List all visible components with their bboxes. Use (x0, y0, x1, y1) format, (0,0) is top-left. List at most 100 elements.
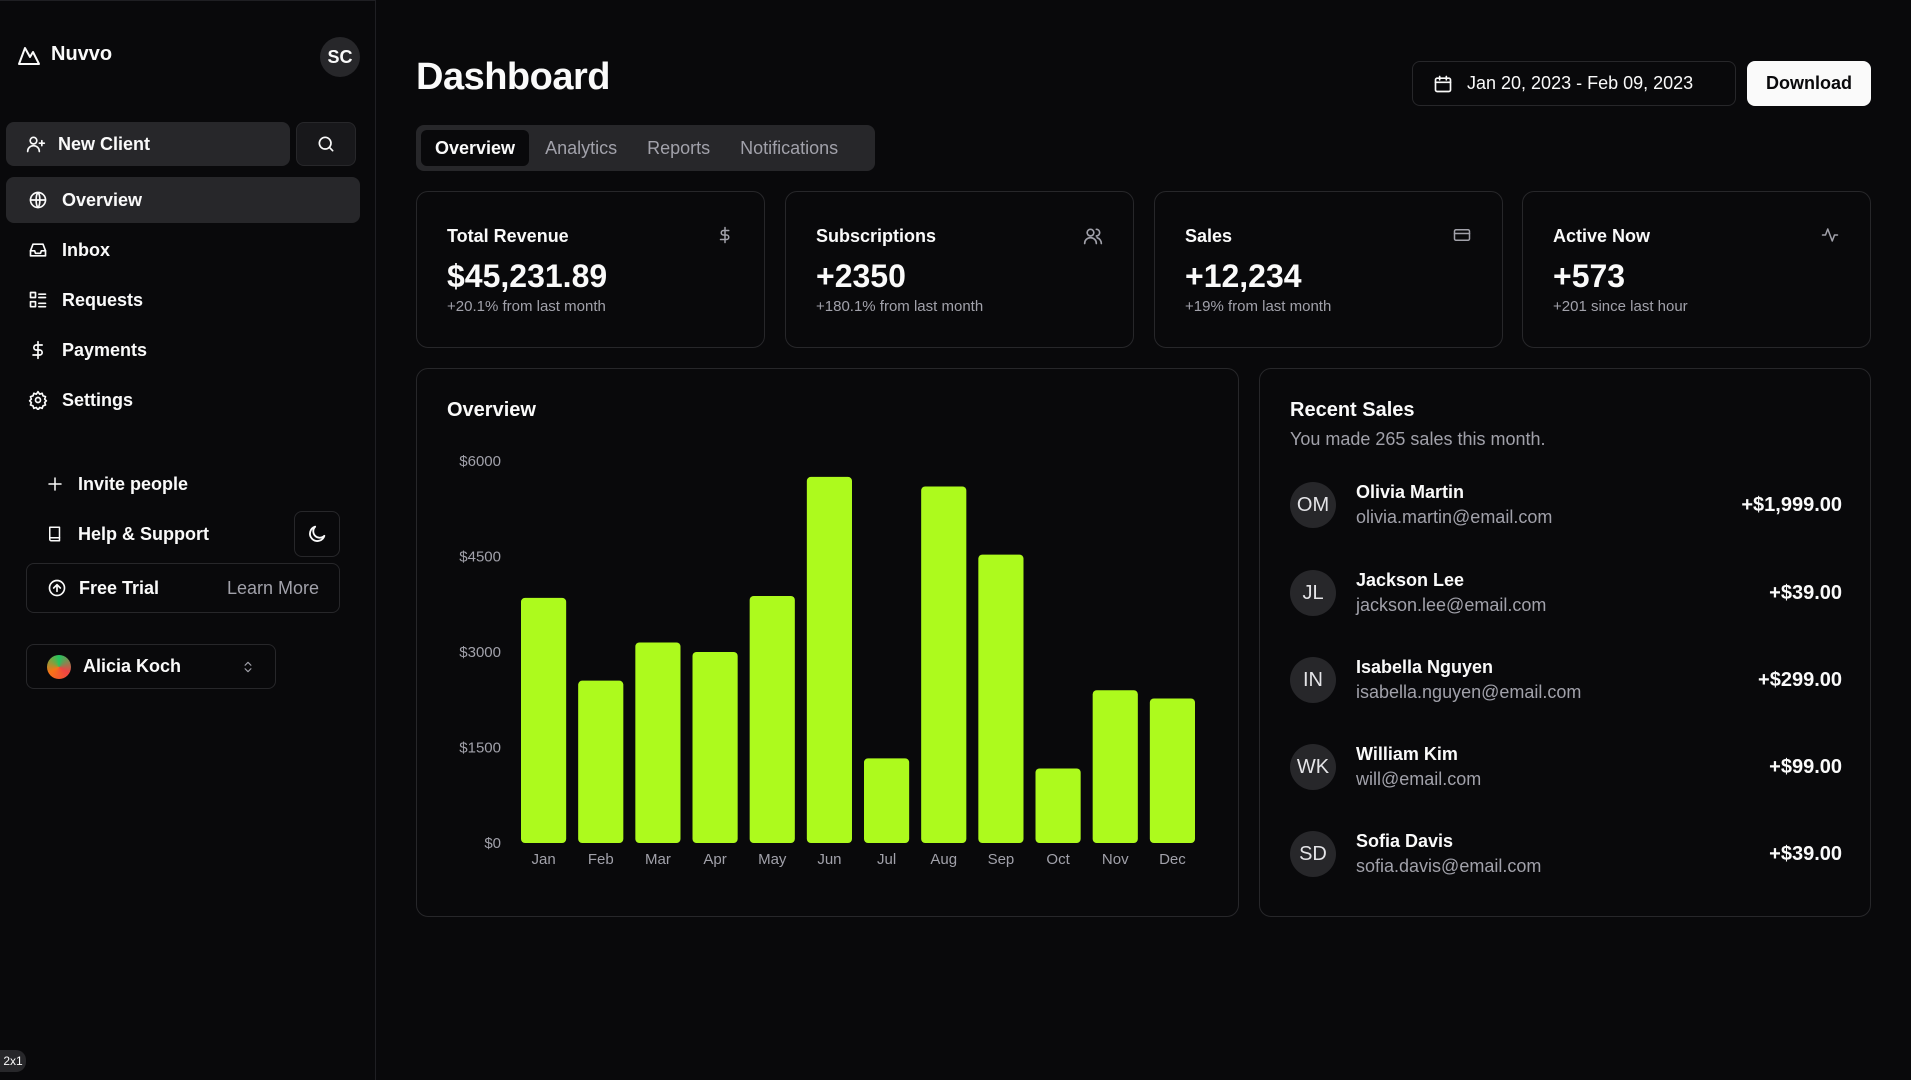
sidebar-item-label: Settings (62, 389, 134, 410)
bar-nov[interactable] (1092, 690, 1138, 843)
stat-value: +2350 (816, 258, 906, 294)
bar-jan[interactable] (521, 597, 567, 843)
x-tick-label: Jun (817, 851, 841, 868)
users-icon (1083, 226, 1103, 246)
brand-name: Nuvvo (51, 43, 113, 65)
recent-sales-subtitle: You made 265 sales this month. (1290, 429, 1546, 449)
bar-aug[interactable] (921, 486, 967, 843)
dollar-icon (716, 226, 734, 244)
sale-name: Sofia Davis (1356, 831, 1454, 851)
credit-card-icon (1452, 226, 1472, 244)
stat-card-sales: Sales +12,234 +19% from last month (1154, 191, 1503, 348)
list-item[interactable]: SD Sofia Davis sofia.davis@email.com +$3… (1290, 829, 1842, 879)
overview-card: Overview $0 $1500 $3000 $4500 $6000 Jan Feb Mar… (416, 368, 1239, 917)
arrow-up-circle-icon (47, 578, 67, 598)
list-item[interactable]: JL Jackson Lee jackson.lee@email.com +$3… (1290, 568, 1842, 618)
help-support-link[interactable]: Help & Support (46, 519, 209, 549)
sale-amount: +$39.00 (1769, 581, 1842, 604)
bar-jun[interactable] (806, 476, 852, 843)
sidebar-item-label: Payments (62, 339, 148, 360)
bar-feb[interactable] (578, 680, 624, 843)
stat-value: $45,231.89 (447, 258, 608, 294)
mountain-logo-icon (17, 44, 41, 66)
sidebar: Nuvvo SC New Client Overview Inbox Reque… (0, 0, 376, 1080)
sale-name: Olivia Martin (1356, 482, 1465, 502)
chevron-up-down-icon (241, 659, 255, 675)
sale-amount: +$39.00 (1769, 842, 1842, 865)
stat-value: +573 (1553, 258, 1626, 294)
tab-analytics[interactable]: Analytics (545, 137, 618, 158)
overview-bar-chart: $0 $1500 $3000 $4500 $6000 Jan Feb Mar Apr May Jun… (459, 453, 1195, 868)
stat-value: +12,234 (1185, 258, 1302, 294)
list-item[interactable]: WK William Kim will@email.com +$99.00 (1290, 742, 1842, 792)
stat-change: +180.1% from last month (816, 298, 984, 315)
y-tick-label: $3000 (459, 644, 501, 661)
bar-apr[interactable] (692, 652, 738, 843)
free-trial-banner[interactable]: Free Trial Learn More (26, 563, 340, 613)
stat-card-subscriptions: Subscriptions +2350 +180.1% from last mo… (785, 191, 1134, 348)
bar-may[interactable] (749, 595, 795, 843)
avatar: WK (1290, 744, 1336, 790)
y-tick-label: $0 (484, 835, 501, 852)
inbox-icon (28, 240, 48, 260)
y-tick-label: $1500 (459, 740, 501, 757)
x-tick-label: Mar (645, 851, 671, 868)
account-switcher[interactable]: Alicia Koch (26, 644, 276, 689)
gear-icon (28, 390, 48, 410)
download-button[interactable]: Download (1747, 61, 1871, 106)
sidebar-item-label: Inbox (62, 239, 110, 260)
search-button[interactable] (296, 122, 356, 166)
y-tick-label: $4500 (459, 549, 501, 566)
x-tick-label: Nov (1102, 851, 1129, 868)
user-plus-icon (26, 134, 46, 154)
sidebar-item-requests[interactable]: Requests (6, 277, 360, 323)
x-tick-label: Sep (988, 851, 1015, 868)
bar-oct[interactable] (1035, 768, 1081, 843)
x-tick-label: Aug (930, 851, 957, 868)
theme-toggle-button[interactable] (294, 511, 340, 557)
sale-email: will@email.com (1356, 769, 1482, 789)
help-support-label: Help & Support (78, 523, 209, 544)
bar-mar[interactable] (635, 642, 681, 843)
list-item[interactable]: OM Olivia Martin olivia.martin@email.com… (1290, 480, 1842, 530)
brand[interactable]: Nuvvo (17, 43, 112, 66)
overview-title: Overview (447, 399, 536, 421)
x-tick-label: Apr (703, 851, 726, 868)
page-title: Dashboard (416, 56, 610, 98)
stat-change: +20.1% from last month (447, 298, 606, 315)
sidebar-item-overview[interactable]: Overview (6, 177, 360, 223)
bar-dec[interactable] (1149, 698, 1195, 843)
tab-notifications[interactable]: Notifications (740, 137, 839, 158)
sidebar-item-settings[interactable]: Settings (6, 377, 360, 423)
bar-sep[interactable] (978, 554, 1024, 843)
stat-title: Sales (1185, 226, 1233, 246)
book-icon (46, 525, 64, 543)
date-range-picker[interactable]: Jan 20, 2023 - Feb 09, 2023 (1412, 61, 1736, 106)
sale-name: William Kim (1356, 744, 1458, 764)
new-client-button[interactable]: New Client (6, 122, 290, 166)
stat-card-total-revenue: Total Revenue $45,231.89 +20.1% from las… (416, 191, 765, 348)
x-tick-label: Jul (877, 851, 896, 868)
tab-overview[interactable]: Overview (421, 130, 530, 166)
tab-reports[interactable]: Reports (647, 137, 711, 158)
sale-email: jackson.lee@email.com (1356, 595, 1547, 615)
sale-email: isabella.nguyen@email.com (1356, 682, 1582, 702)
avatar[interactable]: SC (320, 37, 360, 77)
stat-title: Subscriptions (816, 226, 937, 246)
stat-card-active-now: Active Now +573 +201 since last hour (1522, 191, 1871, 348)
y-tick-label: $6000 (459, 453, 501, 470)
sale-amount: +$299.00 (1758, 668, 1842, 691)
invite-people-link[interactable]: Invite people (46, 469, 188, 499)
x-tick-label: Dec (1159, 851, 1186, 868)
bar-jul[interactable] (864, 758, 910, 843)
list-item[interactable]: IN Isabella Nguyen isabella.nguyen@email… (1290, 655, 1842, 705)
user-avatar (47, 654, 71, 679)
activity-icon (1820, 226, 1840, 244)
avatar: IN (1290, 657, 1336, 703)
sidebar-item-payments[interactable]: Payments (6, 327, 360, 373)
list-icon (28, 290, 48, 310)
learn-more-link[interactable]: Learn More (226, 577, 319, 598)
sale-email: olivia.martin@email.com (1356, 507, 1553, 527)
stat-change: +19% from last month (1185, 298, 1332, 315)
sidebar-item-inbox[interactable]: Inbox (6, 227, 360, 273)
